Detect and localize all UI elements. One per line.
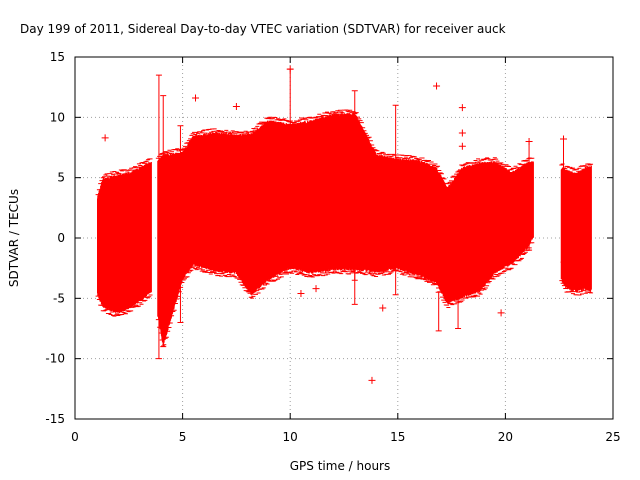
x-tick-label: 5 bbox=[179, 430, 187, 444]
data-band-segment bbox=[155, 109, 535, 347]
data-point bbox=[560, 135, 568, 143]
data-point bbox=[458, 129, 466, 137]
data-point bbox=[101, 134, 109, 142]
y-tick-label: 15 bbox=[50, 50, 65, 64]
data-point bbox=[368, 376, 376, 384]
data-point bbox=[312, 285, 320, 293]
x-tick-label: 0 bbox=[71, 430, 79, 444]
data-band-segment bbox=[95, 158, 153, 317]
data-band bbox=[560, 165, 592, 293]
data-band bbox=[157, 112, 534, 346]
data-spike bbox=[351, 153, 358, 305]
data-point bbox=[525, 137, 533, 145]
y-tick-label: -10 bbox=[45, 352, 65, 366]
data-spike bbox=[455, 291, 462, 329]
data-spike bbox=[160, 95, 167, 348]
data-point bbox=[433, 82, 441, 90]
data-point bbox=[232, 102, 240, 110]
axes bbox=[74, 56, 614, 420]
data-band-edge bbox=[95, 158, 153, 317]
data-band-edge bbox=[559, 163, 594, 296]
x-axis-label: GPS time / hours bbox=[290, 459, 391, 473]
x-tick-label: 25 bbox=[605, 430, 620, 444]
y-tick-label: 5 bbox=[57, 171, 65, 185]
x-tick-label: 15 bbox=[390, 430, 405, 444]
y-tick-label: 10 bbox=[50, 110, 65, 124]
data-spike bbox=[155, 74, 162, 360]
data-point bbox=[297, 290, 305, 298]
x-tick-label: 20 bbox=[498, 430, 513, 444]
data-band-segment bbox=[559, 163, 594, 296]
data-spike bbox=[435, 291, 442, 332]
data-point bbox=[458, 104, 466, 112]
data-point bbox=[497, 309, 505, 317]
data-band bbox=[97, 162, 152, 314]
y-tick-label: -15 bbox=[45, 412, 65, 426]
data-band-edge bbox=[155, 109, 535, 347]
y-tick-label: -5 bbox=[53, 291, 65, 305]
chart-title: Day 199 of 2011, Sidereal Day-to-day VTE… bbox=[20, 22, 506, 36]
data-point bbox=[458, 142, 466, 150]
data-spike bbox=[177, 125, 184, 323]
data-spike bbox=[392, 104, 399, 296]
tick-labels: 0 5 10 15 20 25 -15 -10 -5 0 5 10 15 bbox=[45, 50, 620, 444]
data-point bbox=[379, 304, 387, 312]
y-axis-label: SDTVAR / TECUs bbox=[7, 189, 21, 287]
y-tick-label: 0 bbox=[57, 231, 65, 245]
data-point bbox=[192, 94, 200, 102]
data-point bbox=[286, 65, 294, 73]
x-tick-label: 10 bbox=[283, 430, 298, 444]
data-layer bbox=[95, 65, 594, 384]
